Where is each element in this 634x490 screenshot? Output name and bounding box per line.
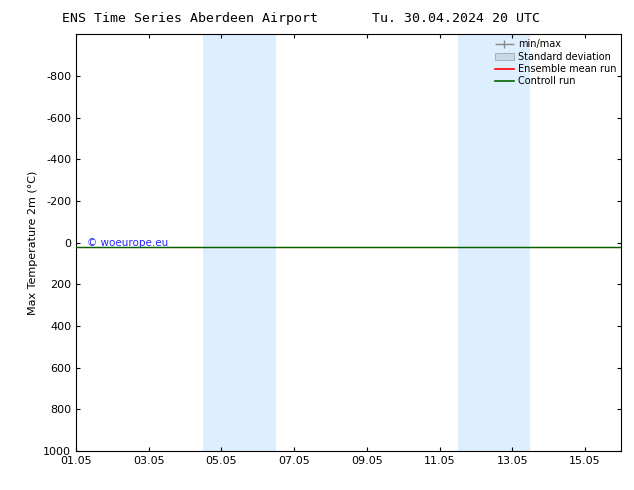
Text: © woeurope.eu: © woeurope.eu [87, 238, 168, 247]
Text: ENS Time Series Aberdeen Airport: ENS Time Series Aberdeen Airport [62, 12, 318, 25]
Bar [458, 34, 531, 451]
Bar [204, 34, 276, 451]
Legend: min/max, Standard deviation, Ensemble mean run, Controll run: min/max, Standard deviation, Ensemble me… [493, 37, 618, 88]
Y-axis label: Max Temperature 2m (°C): Max Temperature 2m (°C) [28, 171, 37, 315]
Text: Tu. 30.04.2024 20 UTC: Tu. 30.04.2024 20 UTC [373, 12, 540, 25]
